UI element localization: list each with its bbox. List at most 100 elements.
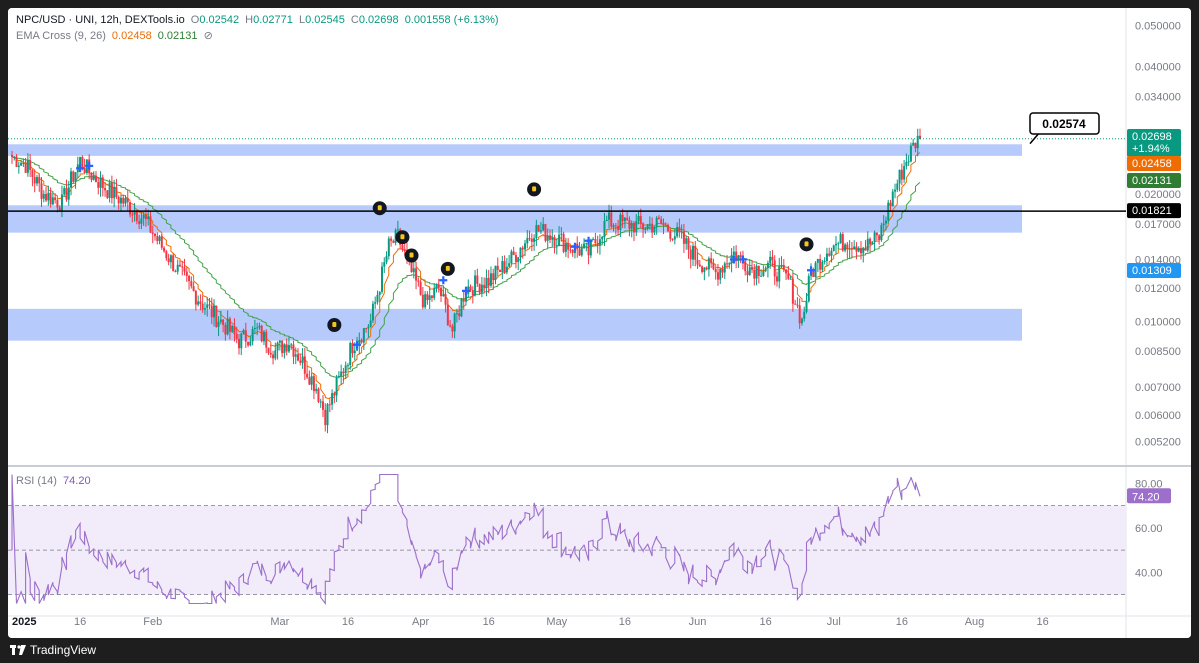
signal-icon-glyph (532, 186, 537, 192)
candle-body (140, 218, 143, 224)
candle-body (453, 313, 456, 332)
candle-body (524, 243, 527, 250)
candle-body (42, 193, 45, 199)
candle-body (333, 393, 336, 396)
candle-body (381, 266, 384, 292)
candle-body (340, 371, 343, 376)
candle-body (530, 238, 533, 242)
candle-body (871, 241, 874, 245)
candle-body (632, 222, 635, 233)
candle-body (192, 286, 195, 291)
candle-body (889, 202, 892, 207)
time-tick-label: Aug (965, 616, 985, 628)
candle-body (449, 325, 452, 327)
candle-body (471, 290, 474, 296)
candle-body (764, 268, 767, 272)
candle-body (315, 388, 318, 392)
candle-body (365, 328, 368, 330)
candle-body (551, 237, 554, 240)
signal-icon (372, 201, 387, 216)
tradingview-logo[interactable]: TradingView (10, 643, 96, 657)
candle-body (841, 234, 844, 251)
price-tick-label: 0.007000 (1135, 382, 1181, 394)
rsi-value-tag-bg (1127, 488, 1171, 504)
candle-body (673, 236, 676, 240)
candle-body (914, 142, 917, 149)
candle-body (646, 224, 649, 230)
time-tick-label: 16 (342, 616, 354, 628)
candle-body (47, 192, 50, 201)
candle-body (537, 225, 540, 232)
candle-body (669, 231, 672, 239)
candle-body (99, 177, 102, 188)
candle-body (281, 340, 284, 354)
candle-body (512, 251, 515, 256)
candle-body (735, 251, 738, 261)
candle-body (564, 243, 567, 252)
candle-body (435, 284, 438, 289)
candle-body (462, 298, 465, 302)
candle-body (285, 344, 288, 352)
candle-body (131, 214, 134, 216)
candle-body (390, 238, 393, 241)
ema-legend[interactable]: EMA Cross (9, 26) 0.02458 0.02131 ⊘ (16, 29, 216, 42)
candle-body (283, 344, 286, 354)
candle-body (321, 401, 324, 410)
candle-body (857, 247, 860, 252)
candle-body (903, 166, 906, 180)
rsi-line (11, 473, 921, 606)
candle-body (710, 258, 713, 264)
candle-body (183, 267, 186, 272)
candle-body (22, 162, 25, 164)
candle-body (451, 326, 454, 332)
candle-body (751, 267, 754, 270)
candle-body (780, 264, 783, 267)
candle-body (608, 212, 611, 220)
candle-body (319, 401, 322, 403)
rsi-legend[interactable]: RSI (14) 74.20 (16, 475, 94, 487)
candle-body (122, 197, 125, 204)
candle-body (174, 270, 177, 272)
candle-body (142, 214, 145, 219)
candle-body (324, 409, 327, 426)
candle-body (290, 344, 293, 346)
candle-body (594, 239, 597, 244)
candle-body (875, 232, 878, 236)
candle-body (480, 284, 483, 293)
signal-icon-glyph (409, 252, 414, 258)
candle-body (766, 263, 769, 269)
hide-indicator-icon[interactable]: ⊘ (203, 30, 213, 42)
candle-body (362, 328, 365, 343)
candle-body (460, 298, 463, 317)
candle-body (585, 243, 588, 245)
buy-cross-marker (570, 242, 579, 251)
candle-body (825, 253, 828, 261)
candle-body (603, 221, 606, 237)
candle-body (732, 251, 735, 256)
ema-fast-tag-text: 0.02458 (1132, 158, 1172, 170)
candle-body (417, 280, 420, 282)
candle-body (880, 225, 883, 241)
buy-cross-marker (807, 266, 816, 275)
candle-body (158, 236, 161, 241)
candle-body (278, 340, 281, 343)
low-value: 0.02545 (305, 14, 345, 26)
high-value: 0.02771 (253, 14, 293, 26)
open-label: O (190, 14, 200, 26)
candle-body (705, 267, 708, 270)
candle-body (90, 173, 93, 180)
candle-body (567, 243, 570, 250)
candle-body (217, 321, 220, 327)
candle-body (126, 198, 129, 203)
high-label: H (245, 14, 254, 26)
candle-body (440, 287, 443, 297)
candle-body (415, 268, 418, 281)
candle-body (839, 234, 842, 244)
candle-body (337, 375, 340, 378)
low-label: L (298, 14, 306, 26)
time-tick-label: 16 (1036, 616, 1048, 628)
candle-body (655, 217, 658, 227)
candle-body (610, 212, 613, 227)
time-tick-label: Mar (270, 616, 289, 628)
candle-body (716, 272, 719, 280)
